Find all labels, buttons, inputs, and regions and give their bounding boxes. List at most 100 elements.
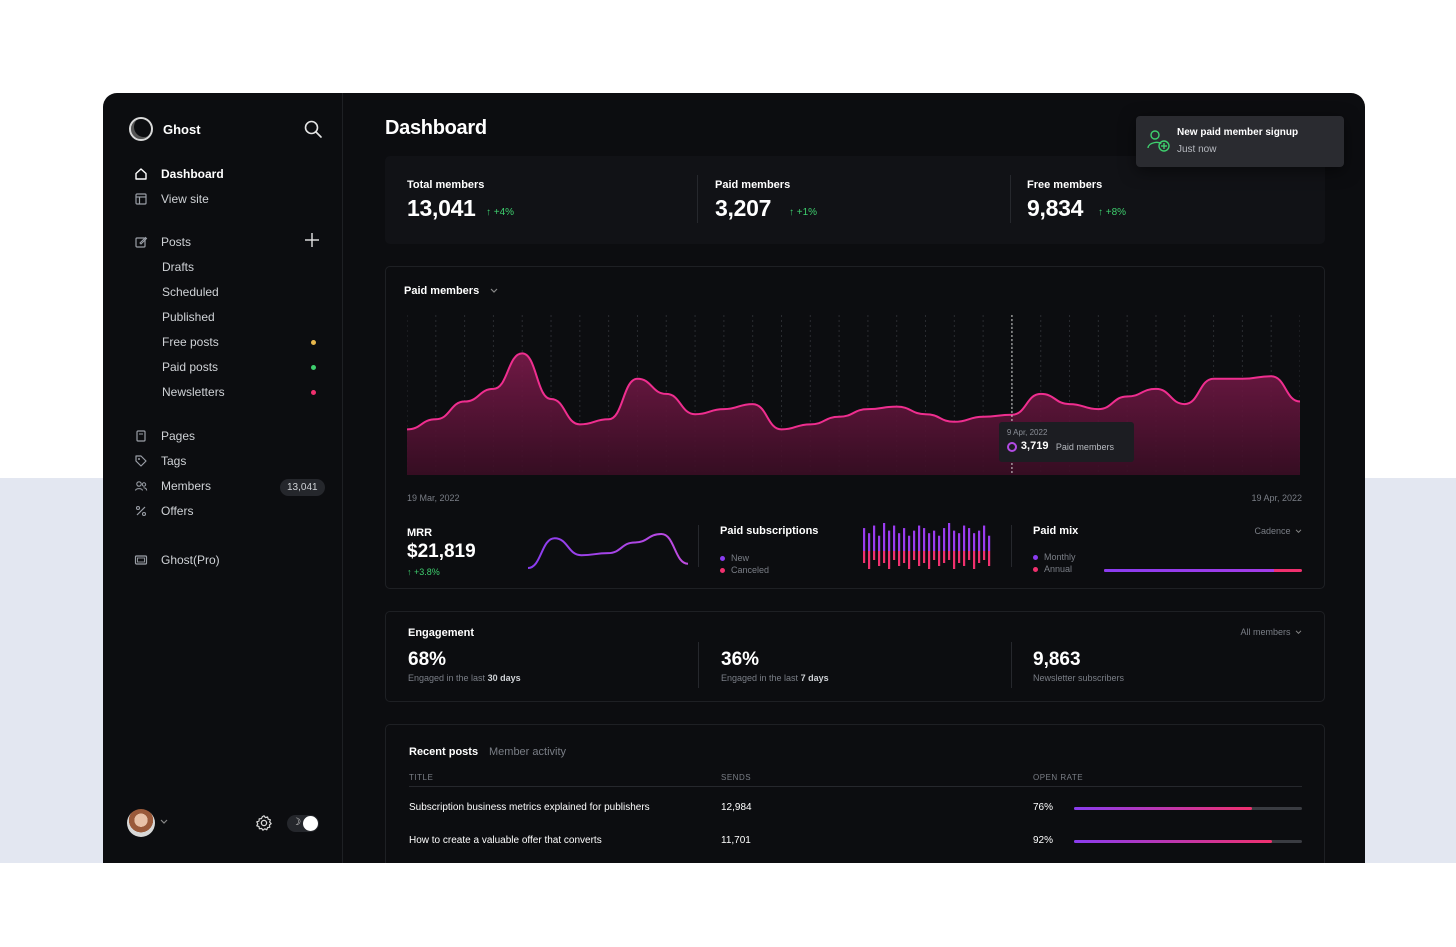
moon-icon: ☽ bbox=[292, 817, 301, 828]
post-title[interactable]: How to create a valuable offer that conv… bbox=[409, 835, 602, 846]
mrr-line bbox=[528, 532, 689, 569]
open-rate-bar-fill bbox=[1074, 840, 1273, 843]
chart-tooltip: 9 Apr, 2022 3,719 Paid members bbox=[998, 422, 1134, 462]
canceled-subscriptions-bar bbox=[963, 551, 966, 566]
chart-metric-selector[interactable]: Paid members bbox=[404, 285, 498, 297]
legend-canceled: Canceled bbox=[720, 565, 769, 575]
sidebar-item-pages[interactable]: Pages bbox=[133, 427, 195, 445]
post-sends: 12,984 bbox=[721, 802, 752, 813]
sidebar-item-label: Pages bbox=[161, 429, 196, 443]
sidebar-item-view-site[interactable]: View site bbox=[133, 190, 209, 208]
post-open-rate: 76% bbox=[1033, 802, 1054, 813]
add-post-plus-icon[interactable] bbox=[304, 232, 320, 248]
sidebar-item-offers[interactable]: Offers bbox=[133, 502, 193, 520]
new-subscriptions-bar bbox=[958, 533, 961, 551]
new-subscriptions-bar bbox=[953, 530, 956, 551]
new-subscriptions-bar bbox=[988, 535, 991, 551]
theme-toggle[interactable]: ☽ bbox=[287, 815, 319, 832]
stat-value: 13,041 bbox=[407, 195, 476, 221]
sidebar-subitem-free-posts[interactable]: Free posts bbox=[162, 335, 219, 349]
sidebar-item-members[interactable]: Members bbox=[133, 477, 211, 495]
tab-recent-posts[interactable]: Recent posts bbox=[409, 746, 479, 758]
legend-dot bbox=[1033, 567, 1038, 573]
canceled-subscriptions-bar bbox=[973, 551, 976, 569]
sidebar-item-label: Offers bbox=[161, 504, 194, 518]
chart-end-date: 19 Apr, 2022 bbox=[1251, 493, 1302, 503]
sidebar-item-dashboard[interactable]: Dashboard bbox=[133, 165, 224, 183]
app-window: Ghost Dashboard View site Posts bbox=[103, 93, 1365, 863]
canceled-subscriptions-bar bbox=[888, 551, 891, 569]
legend-label: New bbox=[731, 553, 750, 563]
new-subscriptions-bar bbox=[878, 535, 881, 551]
sidebar: Ghost Dashboard View site Posts bbox=[103, 93, 343, 863]
post-title[interactable]: Subscription business metrics explained … bbox=[409, 802, 650, 813]
engagement-title: Engagement bbox=[408, 627, 475, 639]
new-subscriptions-bar bbox=[903, 528, 906, 551]
sidebar-item-tags[interactable]: Tags bbox=[133, 452, 186, 470]
column-header-title: TITLE bbox=[409, 773, 434, 782]
stat-label: Paid members bbox=[715, 179, 791, 191]
engagement-caption: Engaged in the last 30 days bbox=[408, 673, 521, 683]
engagement-caption: Newsletter subscribers bbox=[1033, 673, 1125, 683]
members-count-badge: 13,041 bbox=[280, 479, 325, 496]
chevron-down-icon bbox=[1295, 529, 1302, 534]
brand[interactable]: Ghost bbox=[129, 117, 201, 141]
new-subscriptions-bar bbox=[913, 530, 916, 551]
open-rate-bar-fill bbox=[1074, 807, 1252, 810]
sidebar-subitem-scheduled[interactable]: Scheduled bbox=[162, 285, 219, 299]
legend-dot bbox=[720, 556, 725, 562]
new-subscriptions-bar bbox=[868, 533, 871, 551]
tab-member-activity[interactable]: Member activity bbox=[489, 746, 567, 758]
sidebar-subitem-published[interactable]: Published bbox=[162, 310, 215, 324]
user-avatar[interactable] bbox=[127, 809, 155, 837]
sidebar-subitem-newsletters[interactable]: Newsletters bbox=[162, 385, 225, 399]
sidebar-item-ghost-pro[interactable]: Ghost(Pro) bbox=[133, 551, 220, 569]
sidebar-item-label: Ghost(Pro) bbox=[161, 553, 220, 567]
edit-icon bbox=[133, 234, 149, 250]
paid-subscriptions-label: Paid subscriptions bbox=[720, 525, 819, 537]
canceled-subscriptions-bar bbox=[968, 551, 971, 560]
sidebar-subitem-drafts[interactable]: Drafts bbox=[162, 260, 195, 274]
new-subscriptions-bar bbox=[928, 533, 931, 551]
engagement-value: 68% bbox=[408, 649, 447, 670]
canceled-subscriptions-bar bbox=[898, 551, 901, 566]
canceled-subscriptions-bar bbox=[953, 551, 956, 569]
paid-members-area-chart[interactable] bbox=[407, 315, 1300, 480]
toggle-knob bbox=[303, 816, 318, 831]
members-filter-dropdown[interactable]: All members bbox=[1240, 627, 1302, 637]
page-title: Dashboard bbox=[385, 117, 487, 139]
search-icon[interactable] bbox=[303, 119, 323, 139]
member-stats-card: Total members 13,041 ↑ +4% Paid members … bbox=[385, 156, 1325, 244]
page-icon bbox=[133, 428, 149, 444]
open-rate-bar bbox=[1074, 807, 1302, 810]
stat-delta-value: +8% bbox=[1105, 207, 1127, 218]
sidebar-item-posts[interactable]: Posts bbox=[133, 233, 191, 251]
paid-mix-label: Paid mix bbox=[1033, 525, 1079, 537]
mrr-delta: ↑ +3.8% bbox=[407, 567, 440, 577]
new-subscriptions-bar bbox=[983, 525, 986, 551]
free-posts-dot bbox=[311, 340, 316, 345]
legend-dot bbox=[1033, 555, 1038, 561]
engagement-value: 9,863 bbox=[1033, 649, 1081, 670]
cadence-dropdown[interactable]: Cadence bbox=[1254, 526, 1302, 536]
engagement-value: 36% bbox=[721, 649, 760, 670]
layout-icon bbox=[133, 191, 149, 207]
paid-subscriptions-bar-chart bbox=[863, 523, 991, 569]
signup-toast[interactable]: New paid member signup Just now bbox=[1136, 116, 1344, 167]
caption-text: Engaged in the last bbox=[721, 673, 801, 683]
stat-delta: ↑ +4% bbox=[486, 207, 515, 218]
new-subscriptions-bar bbox=[898, 533, 901, 551]
canceled-subscriptions-bar bbox=[938, 551, 941, 566]
stat-delta-value: +4% bbox=[493, 207, 515, 218]
sidebar-subitem-paid-posts[interactable]: Paid posts bbox=[162, 360, 219, 374]
canceled-subscriptions-bar bbox=[913, 551, 916, 560]
mrr-sparkline bbox=[528, 532, 689, 569]
chevron-down-icon[interactable] bbox=[160, 819, 168, 825]
caption-text: Engaged in the last bbox=[408, 673, 488, 683]
canceled-subscriptions-bar bbox=[933, 551, 936, 560]
card-icon bbox=[133, 552, 149, 568]
column-header-open-rate: OPEN RATE bbox=[1033, 773, 1084, 782]
gear-icon[interactable] bbox=[255, 814, 273, 832]
legend-label: Canceled bbox=[731, 565, 770, 575]
new-subscriptions-bar bbox=[873, 525, 876, 551]
